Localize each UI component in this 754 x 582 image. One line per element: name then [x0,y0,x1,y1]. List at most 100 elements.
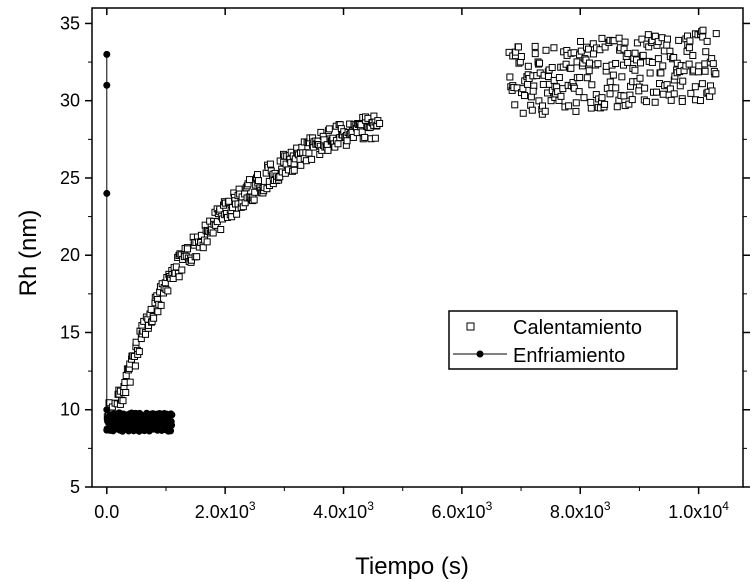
calentamiento-point [689,52,697,60]
y-tick-label: 20 [60,245,80,265]
calentamiento-point [147,305,155,313]
calentamiento-point [178,266,186,274]
calentamiento-point [572,99,580,107]
x-tick-label: 2.0x103 [195,499,256,522]
calentamiento-point [562,60,570,68]
calentamiento-point [663,35,671,43]
calentamiento-point [670,54,678,62]
calentamiento-point [620,92,628,100]
calentamiento-point [631,66,639,74]
calentamiento-point [577,47,585,55]
calentamiento-point [305,149,313,157]
calentamiento-point [641,84,649,92]
x-tick-mantissa: 8.0x10 [550,502,604,522]
calentamiento-point [225,197,233,205]
calentamiento-point [519,109,527,117]
x-tick-exponent: 3 [604,499,611,513]
calentamiento-point [670,90,678,98]
calentamiento-point [686,37,694,45]
calentamiento-point [628,96,636,104]
x-tick-mantissa: 6.0x10 [432,502,486,522]
enfriamiento-point [103,50,111,58]
calentamiento-point [585,45,593,53]
calentamiento-point [594,60,602,68]
calentamiento-point [199,244,207,252]
calentamiento-point [635,87,643,95]
calentamiento-point [631,49,639,57]
x-tick-mantissa: 0.0 [94,502,119,522]
calentamiento-point [193,253,201,261]
calentamiento-point [708,87,716,95]
plot-frame [91,7,744,488]
calentamiento-point [612,84,620,92]
calentamiento-point [642,98,650,106]
calentamiento-point [132,338,140,346]
x-tick-label: 4.0x103 [313,499,374,522]
calentamiento-point [517,52,525,60]
calentamiento-point [695,62,703,70]
calentamiento-point [609,71,617,79]
calentamiento-point [633,39,641,47]
legend: Calentamiento Enfriamiento [448,310,678,370]
calentamiento-point [585,67,593,75]
calentamiento-point [531,42,539,50]
calentamiento-point [126,378,134,386]
calentamiento-point [702,48,710,56]
enfriamiento-point [103,406,111,414]
calentamiento-point [620,45,628,53]
calentamiento-point [524,62,532,70]
calentamiento-point [615,34,623,42]
calentamiento-point [524,80,532,88]
calentamiento-point [698,80,706,88]
calentamiento-point [598,94,606,102]
calentamiento-point [659,90,667,98]
calentamiento-point [216,205,224,213]
calentamiento-point [376,119,384,127]
calentamiento-point [666,85,674,93]
plot-area [103,26,720,435]
calentamiento-point [659,62,667,70]
y-tick-label: 35 [60,13,80,33]
series-enfriamiento [103,50,176,435]
calentamiento-point [606,90,614,98]
calentamiento-point [583,74,591,82]
calentamiento-point [308,155,316,163]
x-tick-exponent: 4 [722,499,729,513]
enfriamiento-point [167,427,175,435]
calentamiento-point [601,43,609,51]
calentamiento-point [652,88,660,96]
calentamiento-point [648,58,656,66]
legend-label-enfriamiento: Enfriamiento [513,345,625,367]
calentamiento-point [266,160,274,168]
calentamiento-point [699,26,707,34]
calentamiento-point [555,74,563,82]
calentamiento-point [646,69,654,77]
calentamiento-point [343,137,351,145]
calentamiento-point [699,33,707,41]
calentamiento-point [511,101,519,109]
calentamiento-point [694,68,702,76]
calentamiento-point [675,36,683,44]
x-tick-exponent: 3 [249,499,256,513]
calentamiento-point [371,134,379,142]
calentamiento-point [324,146,332,154]
y-tick-label: 10 [60,400,80,420]
calentamiento-point [519,85,527,93]
calentamiento-point [325,125,333,133]
enfriamiento-point [168,411,176,419]
calentamiento-point [712,30,720,38]
legend-dot-marker [476,350,484,358]
calentamiento-point [606,78,614,86]
calentamiento-point [514,43,522,51]
calentamiento-point [542,46,550,54]
calentamiento-point [602,62,610,70]
calentamiento-point [539,80,547,88]
enfriamiento-point [168,421,176,429]
calentamiento-point [678,97,686,105]
calentamiento-point [667,96,675,104]
calentamiento-point [290,166,298,174]
legend-label-calentamiento: Calentamiento [513,317,642,339]
calentamiento-point [696,97,704,105]
calentamiento-point [612,60,620,68]
